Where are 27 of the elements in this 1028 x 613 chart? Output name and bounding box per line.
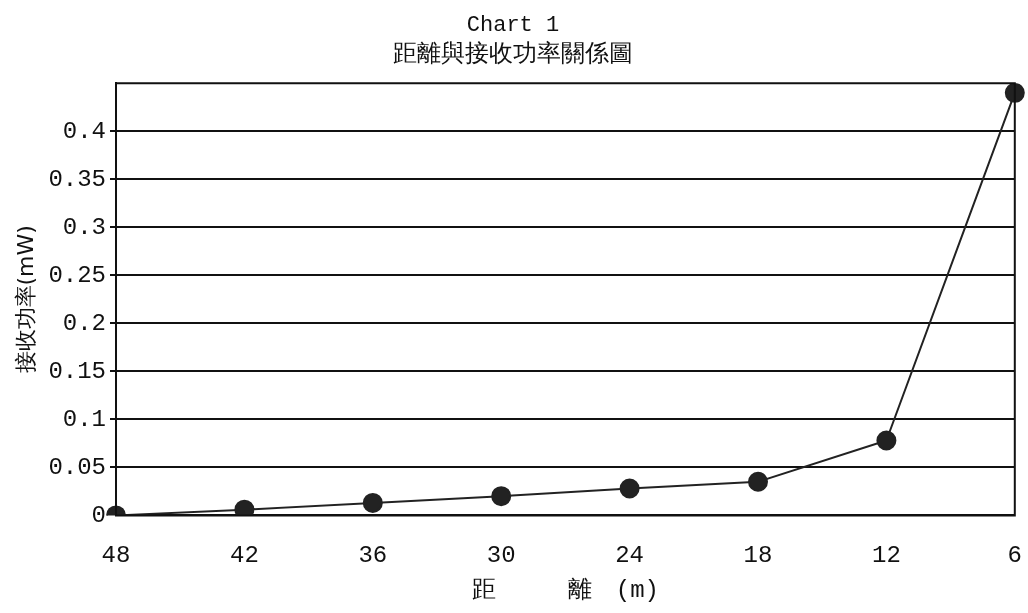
x-tick-label: 30 <box>486 542 516 570</box>
x-tick-label: 24 <box>615 542 645 570</box>
x-tick-label: 36 <box>358 542 388 570</box>
y-tick-label: 0.1 <box>62 405 107 433</box>
chart-title: Chart 1 <box>466 13 560 39</box>
x-tick-label: 12 <box>871 542 901 570</box>
x-tick-label: 18 <box>743 542 773 570</box>
x-tick-label: 42 <box>230 542 259 570</box>
y-tick-label: 0.35 <box>48 165 107 193</box>
x-tick-label: 48 <box>101 542 131 570</box>
y-tick-label: 0.3 <box>62 213 107 241</box>
y-tick-label: 0.25 <box>48 261 107 289</box>
point <box>619 478 640 499</box>
chart-subtitle: 距離與接收功率關係圖 <box>393 39 633 68</box>
point <box>491 486 512 507</box>
point <box>234 499 255 516</box>
y-tick-label: 0 <box>91 501 107 529</box>
x-axis-title: 距 離 (m) <box>471 576 660 604</box>
y-tick-label: 0.15 <box>48 357 107 385</box>
point <box>362 492 383 513</box>
x-tick-label: 6 <box>1007 542 1022 570</box>
y-tick-label: 0.4 <box>62 117 107 145</box>
point <box>876 430 897 451</box>
point <box>748 471 768 492</box>
y-axis-title: 接收功率(mW) <box>12 225 38 374</box>
y-tick-label: 0.2 <box>62 309 107 337</box>
y-tick-label: 0.05 <box>48 453 107 481</box>
